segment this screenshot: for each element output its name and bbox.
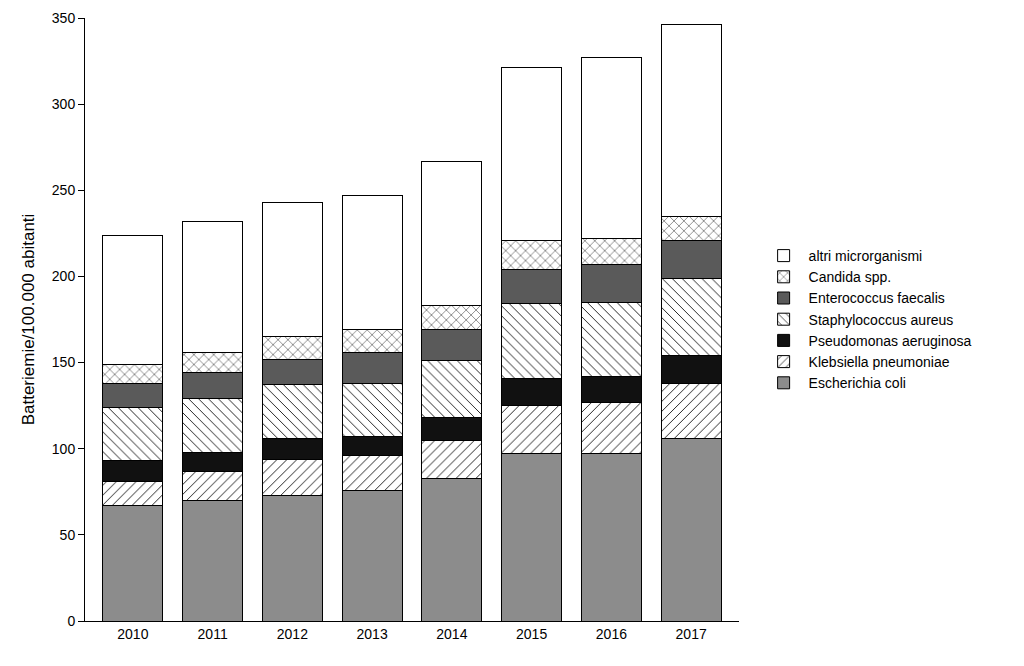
svg-text:2010: 2010 — [117, 626, 148, 642]
svg-text:Klebsiella pneumoniae: Klebsiella pneumoniae — [809, 354, 950, 370]
svg-text:50: 50 — [60, 527, 76, 543]
svg-text:Escherichia coli: Escherichia coli — [809, 375, 906, 391]
svg-text:2013: 2013 — [357, 626, 388, 642]
svg-text:2014: 2014 — [436, 626, 467, 642]
svg-text:2016: 2016 — [596, 626, 627, 642]
svg-text:2017: 2017 — [676, 626, 707, 642]
svg-text:350: 350 — [52, 10, 76, 26]
svg-text:altri microrganismi: altri microrganismi — [809, 248, 923, 264]
svg-text:300: 300 — [52, 96, 76, 112]
svg-text:200: 200 — [52, 268, 76, 284]
svg-text:100: 100 — [52, 441, 76, 457]
svg-text:0: 0 — [67, 613, 75, 629]
svg-text:150: 150 — [52, 354, 76, 370]
svg-text:250: 250 — [52, 182, 76, 198]
svg-text:2012: 2012 — [277, 626, 308, 642]
svg-text:2015: 2015 — [516, 626, 547, 642]
svg-text:2011: 2011 — [198, 626, 228, 642]
svg-text:Batteriemie/100.000 abitanti: Batteriemie/100.000 abitanti — [19, 214, 38, 426]
svg-text:Candida spp.: Candida spp. — [809, 269, 892, 285]
svg-text:Staphylococcus aureus: Staphylococcus aureus — [809, 312, 954, 328]
svg-text:Pseudomonas aeruginosa: Pseudomonas aeruginosa — [809, 333, 972, 349]
svg-text:Enterococcus faecalis: Enterococcus faecalis — [809, 290, 945, 306]
